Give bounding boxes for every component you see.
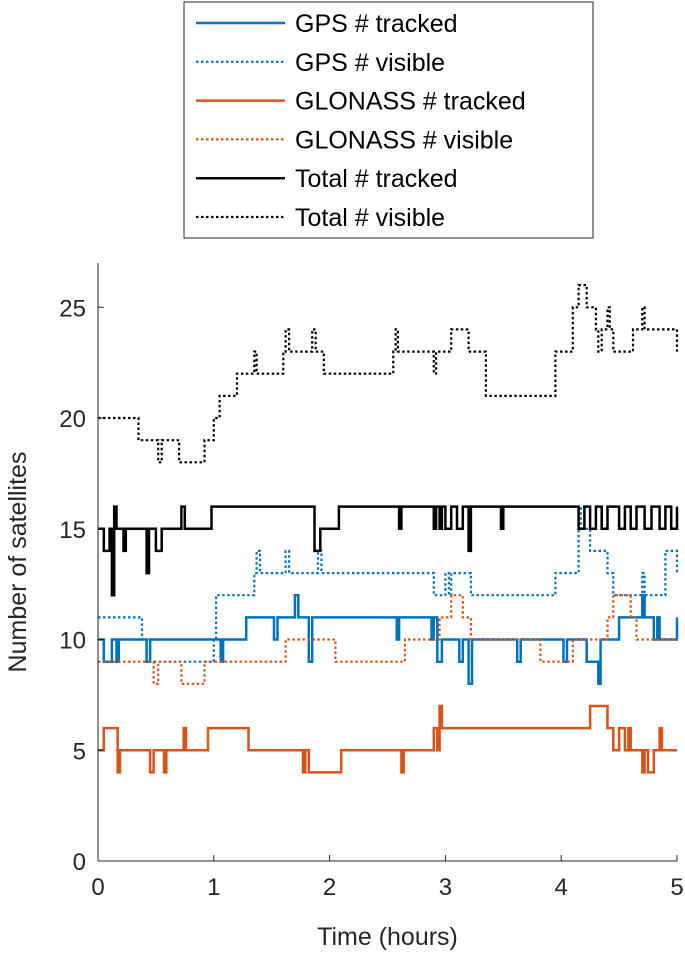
legend-label-2: GLONASS # tracked (295, 88, 526, 116)
y-tick-label-2: 10 (59, 628, 86, 655)
y-tick-label-5: 25 (59, 295, 86, 322)
legend-label-5: Total # visible (295, 204, 445, 232)
series-layer (98, 284, 679, 774)
x-tick-label-2: 2 (323, 874, 336, 901)
y-axis-label: Number of satellites (4, 452, 32, 673)
x-axis-label: Time (hours) (317, 923, 458, 951)
legend-box (183, 1, 594, 239)
x-tick-label-5: 5 (670, 874, 683, 901)
series-line-3 (98, 594, 677, 685)
series-line-1 (98, 505, 679, 663)
x-tick-label-0: 0 (91, 874, 104, 901)
legend-label-4: Total # tracked (295, 165, 458, 193)
plot-area: 0 1 2 3 4 5 0 5 10 15 20 25 (59, 263, 684, 901)
series-line-2 (98, 704, 677, 774)
series-line-5 (98, 284, 679, 464)
y-tick-label-4: 20 (59, 406, 86, 433)
axes: 0 1 2 3 4 5 0 5 10 15 20 25 (59, 263, 684, 901)
y-tick-label-0: 0 (73, 849, 86, 876)
legend: GPS # tracked GPS # visible GLONASS # trac… (183, 1, 594, 239)
y-tick-label-1: 5 (73, 738, 86, 765)
legend-label-0: GPS # tracked (295, 10, 458, 38)
legend-label-3: GLONASS # visible (295, 126, 513, 154)
x-tick-label-3: 3 (439, 874, 452, 901)
x-tick-label-1: 1 (207, 874, 220, 901)
x-tick-label-4: 4 (555, 874, 568, 901)
series-line-4 (98, 505, 679, 597)
legend-label-1: GPS # visible (295, 49, 445, 77)
series-line-0 (98, 593, 679, 686)
y-tick-label-3: 15 (59, 517, 86, 544)
